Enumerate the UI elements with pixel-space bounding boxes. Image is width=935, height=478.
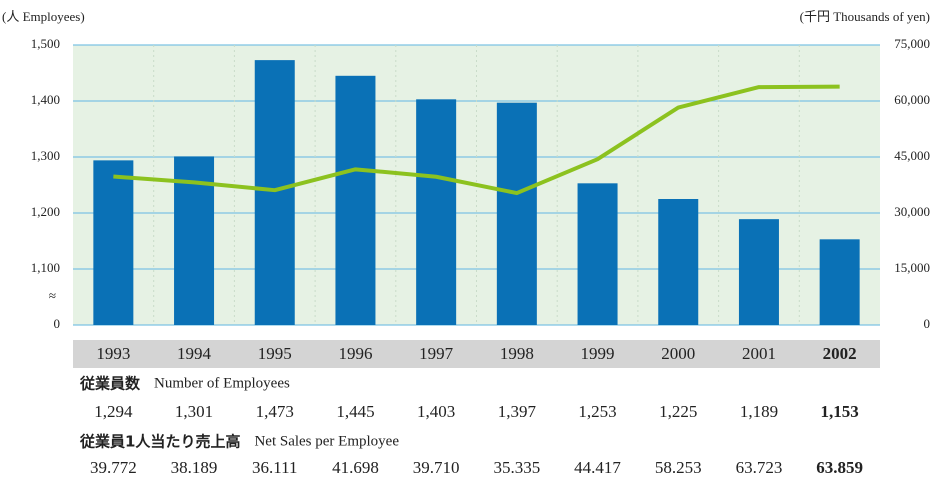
employee-value: 1,301 [175,402,213,421]
y2-tick-label: 15,000 [894,260,930,275]
y2-tick-label: 0 [924,316,931,331]
x-tick-label: 2002 [823,344,857,363]
x-tick-label: 1995 [258,344,292,363]
bar [254,60,295,326]
sales-value: 39.772 [90,458,137,477]
x-tick-label: 1996 [338,344,372,363]
y-tick-label: 1,300 [31,148,60,163]
row-label: Number of Employees [154,375,290,391]
employee-value: 1,445 [336,402,374,421]
x-tick-label: 2001 [742,344,776,363]
bar [93,160,134,325]
y-tick-label: 1,100 [31,260,60,275]
bar [496,102,537,326]
sales-value: 39.710 [413,458,460,477]
y2-axis-label: (千円 Thousands of yen) [800,9,930,24]
x-tick-label: 1994 [177,344,212,363]
row-label-ja: 従業員数 [79,375,141,393]
sales-value: 38.189 [171,458,218,477]
axis-break: ≈ [49,288,56,303]
sales-value: 63.723 [736,458,783,477]
x-tick-label: 1993 [96,344,130,363]
bar [738,219,779,325]
row-label-ja: 従業員1人当たり売上高 [79,433,240,451]
x-tick-label: 2000 [661,344,695,363]
y-tick-label: 1,400 [31,92,60,107]
y-tick-label: 1,500 [31,36,60,51]
employee-value: 1,294 [94,402,133,421]
employee-value: 1,253 [578,402,616,421]
y2-tick-label: 45,000 [894,148,930,163]
x-tick-label: 1999 [581,344,615,363]
bar [819,239,860,325]
employee-value: 1,403 [417,402,455,421]
x-tick-label: 1998 [500,344,534,363]
y-tick-label: 0 [54,316,61,331]
y-tick-label: 1,200 [31,204,60,219]
bar [416,99,457,325]
row-label: Net Sales per Employee [254,433,399,449]
bar [335,75,376,325]
bar [577,183,618,325]
y2-tick-label: 75,000 [894,36,930,51]
line [113,84,840,196]
employee-value: 1,189 [740,402,778,421]
y-axis-label: (人 Employees) [2,9,85,24]
sales-value: 44.417 [574,458,621,477]
sales-value: 58.253 [655,458,702,477]
y2-tick-label: 60,000 [894,92,930,107]
employee-value: 1,225 [659,402,697,421]
sales-value: 36.111 [252,458,298,477]
employee-value: 1,153 [821,402,859,421]
y2-tick-label: 30,000 [894,204,930,219]
sales-value: 35.335 [493,458,540,477]
employee-value: 1,473 [256,402,294,421]
bar [658,199,699,325]
header-band [73,340,880,368]
x-tick-label: 1997 [419,344,454,363]
sales-value: 63.859 [816,458,863,477]
employee-value: 1,397 [498,402,537,421]
sales-value: 41.698 [332,458,379,477]
